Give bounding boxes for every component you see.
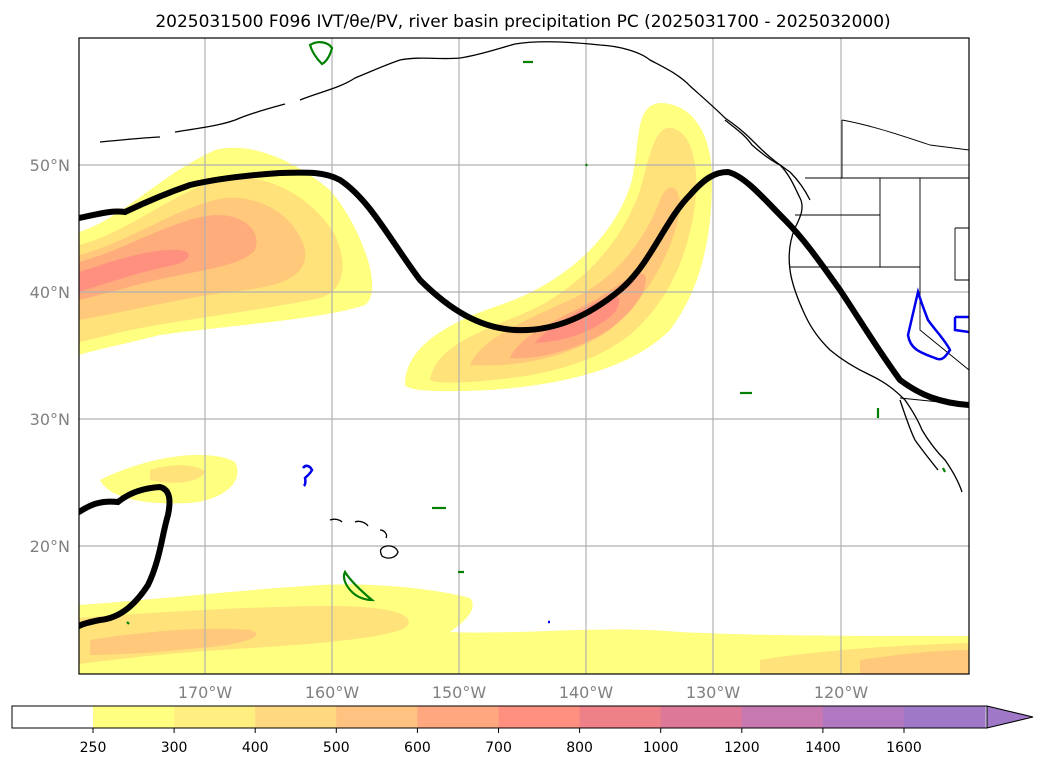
colorbar-segment <box>904 706 986 728</box>
colorbar-extend-arrow <box>986 705 1034 729</box>
coastline-hawaii <box>329 518 399 559</box>
colorbar-tick-label: 500 <box>323 740 350 756</box>
colorbar-tick-label: 800 <box>566 740 593 756</box>
coastline-aleutians <box>99 103 286 143</box>
colorbar-segment <box>93 706 175 728</box>
ivt-region-south <box>79 584 969 674</box>
colorbar-segment <box>660 706 743 728</box>
lon-label: 160°W <box>305 683 360 702</box>
map-title: 2025031500 F096 IVT/θe/PV, river basin p… <box>155 12 890 32</box>
colorbar-tick-label: 1400 <box>805 740 841 756</box>
lon-label: 170°W <box>178 683 233 702</box>
border-ca-nv <box>919 267 969 371</box>
pv-contour-edge <box>953 315 969 334</box>
pv-contours <box>302 287 969 624</box>
pv-contour-small <box>302 464 314 487</box>
colorbar-segment <box>498 706 581 728</box>
theta-contour <box>585 163 588 167</box>
border-nv-ut <box>954 227 969 281</box>
ivt-contour-main <box>79 168 969 408</box>
colorbar-segment <box>741 706 824 728</box>
colorbar-segment <box>579 706 662 728</box>
theta-contour <box>942 467 946 473</box>
colorbar-frame <box>11 705 988 729</box>
coastlines <box>99 41 963 559</box>
coastline-alaska <box>299 41 811 201</box>
colorbar-tick-label: 250 <box>80 740 107 756</box>
border-id <box>879 178 921 267</box>
ivt-contour-subtropic <box>79 483 173 629</box>
lon-label: 130°W <box>686 683 741 702</box>
pv-contour-east <box>906 287 952 361</box>
latitude-labels: 50°N 40°N 30°N 20°N <box>30 156 70 556</box>
colorbar-segment <box>822 706 905 728</box>
lon-label: 150°W <box>432 683 487 702</box>
ivt-band-3 <box>860 650 969 674</box>
colorbar-segment-white <box>12 706 93 728</box>
ivt-band-5 <box>79 249 189 292</box>
colorbar-tick-label: 400 <box>242 740 269 756</box>
theta-contour <box>126 621 130 625</box>
colorbar-tick-label: 700 <box>485 740 512 756</box>
theta-contour-hawaii <box>342 569 376 602</box>
colorbar: 250 300 400 500 600 700 800 1000 1200 1400 1600 <box>11 705 1034 756</box>
colorbar-segment <box>336 706 418 728</box>
colorbar-tick-label: 1200 <box>724 740 760 756</box>
colorbar-segment <box>174 706 256 728</box>
map-frame <box>78 37 970 675</box>
ivt-band-2 <box>430 127 697 383</box>
theta-contours <box>126 41 946 625</box>
ivt-band-2 <box>150 465 205 483</box>
border-canada-interior <box>841 119 969 178</box>
ivt-band-3 <box>90 628 257 655</box>
coastline-baja <box>899 399 939 471</box>
colorbar-segment <box>417 706 500 728</box>
colorbar-tick-label: 1000 <box>643 740 679 756</box>
lat-label: 50°N <box>30 156 70 175</box>
colorbar-tick-label: 1600 <box>886 740 922 756</box>
graticule <box>79 38 969 674</box>
lat-label: 20°N <box>30 537 70 556</box>
lon-label: 120°W <box>814 683 869 702</box>
colorbar-tick-label: 300 <box>161 740 188 756</box>
lat-label: 40°N <box>30 283 70 302</box>
coastline-us-west <box>788 227 963 493</box>
coastline-bc <box>724 119 803 229</box>
colorbar-segment <box>255 706 337 728</box>
colorbar-tick-label: 600 <box>404 740 431 756</box>
theta-contour-north <box>308 41 334 66</box>
lon-label: 140°W <box>559 683 614 702</box>
map-panel <box>78 37 970 675</box>
lat-label: 30°N <box>30 410 70 429</box>
longitude-labels: 170°W 160°W 150°W 140°W 130°W 120°W <box>178 683 869 702</box>
